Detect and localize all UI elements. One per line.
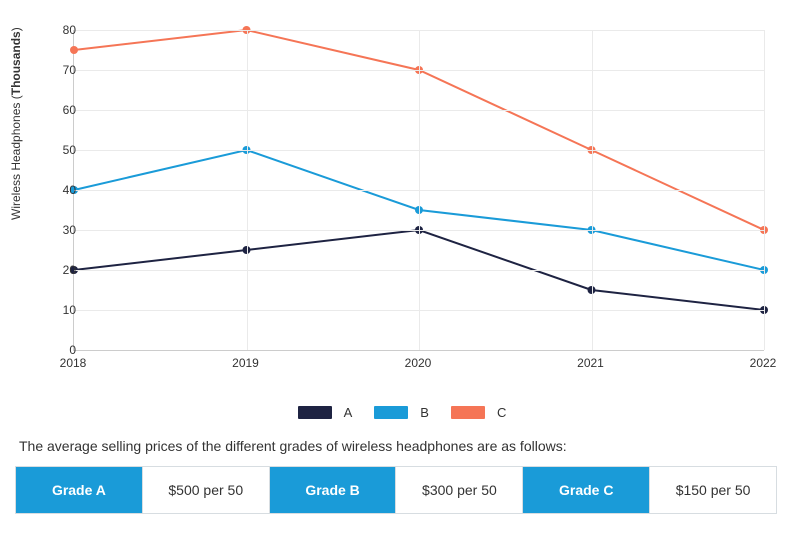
intro-text: The average selling prices of the differ… <box>19 438 775 454</box>
x-tick-label: 2018 <box>60 356 87 370</box>
y-axis-title-plain: Wireless Headphones ( <box>9 95 23 220</box>
x-tick-label: 2020 <box>405 356 432 370</box>
price-value-a-text: $500 per 50 <box>168 482 243 498</box>
gridline-v <box>764 30 765 350</box>
price-table: Grade A $500 per 50 Grade B $300 per 50 … <box>15 466 777 514</box>
x-tick-label: 2021 <box>577 356 604 370</box>
price-header-a-label: Grade A <box>52 482 106 498</box>
legend: A B C <box>15 405 775 420</box>
legend-swatch-c <box>451 406 485 419</box>
legend-label-b: B <box>420 405 429 420</box>
gridline-v <box>592 30 593 350</box>
y-axis-title: Wireless Headphones (Thousands) <box>9 27 23 220</box>
y-tick-label: 40 <box>46 183 76 197</box>
y-tick-label: 20 <box>46 263 76 277</box>
y-tick-label: 30 <box>46 223 76 237</box>
gridline-v <box>419 30 420 350</box>
line-chart: Wireless Headphones (Thousands) A B C 01… <box>15 20 775 420</box>
plot-area <box>73 30 764 351</box>
price-header-a: Grade A <box>16 467 143 513</box>
y-tick-label: 10 <box>46 303 76 317</box>
legend-swatch-b <box>374 406 408 419</box>
price-value-b: $300 per 50 <box>396 467 523 513</box>
panel: Wireless Headphones (Thousands) A B C 0 1… <box>0 0 790 557</box>
y-tick-label: 60 <box>46 103 76 117</box>
price-header-c-label: Grade C <box>559 482 613 498</box>
price-value-c: $150 per 50 <box>650 467 776 513</box>
price-value-a: $500 per 50 <box>143 467 270 513</box>
legend-label-a: A <box>344 405 353 420</box>
legend-swatch-a <box>298 406 332 419</box>
y-tick-label: 0 <box>46 343 76 357</box>
price-value-c-text: $150 per 50 <box>676 482 751 498</box>
y-tick-label: 80 <box>46 23 76 37</box>
x-tick-label: 2019 <box>232 356 259 370</box>
y-tick-label: 50 <box>46 143 76 157</box>
price-header-b: Grade B <box>270 467 397 513</box>
price-header-c: Grade C <box>523 467 650 513</box>
price-header-b-label: Grade B <box>305 482 359 498</box>
gridline-v <box>247 30 248 350</box>
y-tick-label: 70 <box>46 63 76 77</box>
y-axis-title-close: ) <box>9 27 23 31</box>
series-point-c <box>70 46 78 54</box>
y-axis-title-bold: Thousands <box>9 31 23 95</box>
legend-label-c: C <box>497 405 506 420</box>
x-tick-label: 2022 <box>750 356 777 370</box>
price-value-b-text: $300 per 50 <box>422 482 497 498</box>
